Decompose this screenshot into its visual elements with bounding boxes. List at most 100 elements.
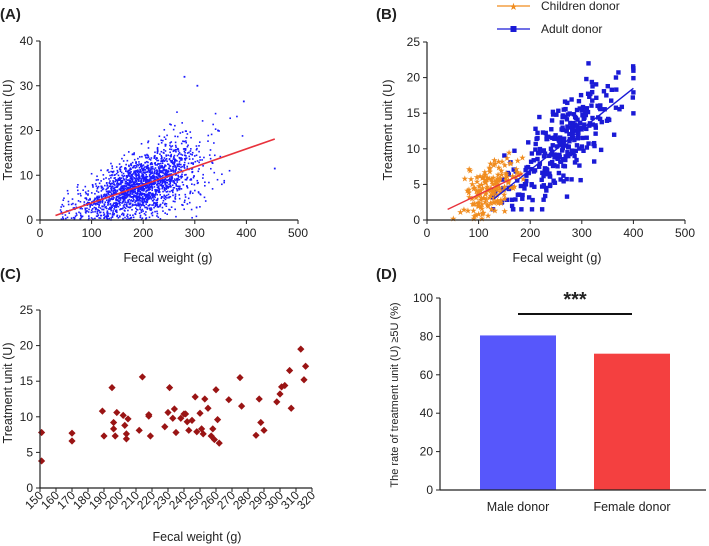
panel-a-point [102,208,105,211]
panel-b-adult-point [631,75,636,81]
panel-a-point [181,131,184,133]
panel-a-point [171,177,173,180]
panel-a-point [126,175,129,177]
panel-a-point [150,161,153,164]
panel-b-adult-point [545,136,550,142]
panel-b-y-tick-label: 0 [413,213,420,227]
panel-a-point [84,211,87,213]
panel-a-point [184,148,187,150]
panel-b-adult-point [598,103,603,108]
panel-a-point [171,145,174,147]
panel-a-point [91,204,94,207]
panel-a-point [160,156,163,158]
panel-a-point [155,199,158,202]
panel-a-point [162,151,165,154]
panel-a-point [131,185,133,188]
panel-a-point [139,202,141,204]
panel-a-point [156,176,159,179]
panel-a-x-label: Fecal weight (g) [124,251,213,265]
panel-a-point [155,192,157,195]
panel-a-point [212,123,214,126]
panel-a-point [114,210,117,213]
panel-a-point [152,177,155,180]
panel-a-point [157,173,160,176]
panel-b-y-tick-label: 10 [407,142,421,156]
panel-a-point [169,148,171,151]
panel-a-point [146,184,148,186]
panel-a-point [122,178,125,180]
panel-a-point [132,176,134,178]
panel-c-y-tick-label: 10 [20,410,34,424]
panel-a-point [163,194,166,197]
panel-a-point [148,192,151,194]
panel-a-point [189,192,191,195]
panel-a-point [119,178,121,180]
panel-b-children-point: ★ [494,170,502,180]
panel-a-point [98,217,100,219]
panel-b-adult-point [552,163,557,168]
panel-a-point [180,153,182,156]
panel-d-category-label: Female donor [593,500,670,514]
panel-a-point [135,187,138,189]
panel-a-point [150,176,153,179]
panel-b-adult-point [533,147,538,152]
panel-a-point [156,210,158,213]
panel-a-point [196,179,199,182]
panel-b-children-point: ★ [496,183,504,193]
panel-a-point [119,204,121,206]
panel-a-point [116,183,118,185]
panel-a-point [165,169,168,171]
panel-a-point [95,179,98,181]
panel-b-children-point: ★ [469,199,477,209]
panel-b-adult-point [560,114,565,120]
panel-b-adult-point [555,164,560,169]
panel-b-adult-point [563,114,568,119]
panel-b-children-point: ★ [480,208,488,218]
panel-a-point [175,148,178,151]
panel-a-point [241,135,244,137]
panel-a-point [125,163,127,166]
panel-a-point [120,177,123,179]
panel-a-point [175,215,177,218]
panel-a-point [76,186,79,188]
panel-b-adult-point [585,109,591,115]
panel-b-adult-point [560,125,565,130]
panel-a-point [183,75,186,78]
panel-a-point [160,150,163,153]
panel-a-point [194,160,197,163]
panel-a-point [191,170,194,173]
panel-a-point [140,142,143,145]
panel-b-adult-point [542,193,548,199]
panel-a-point [125,196,128,199]
panel-a-point [210,133,213,136]
panel-b-adult-point [581,148,586,153]
panel-a-point [149,170,151,172]
panel-a-point [105,188,107,191]
panel-b-adult-point [570,127,575,133]
panel-a-point [87,190,90,192]
panel-b-children-point: ★ [494,198,502,208]
panel-a-point [109,180,111,182]
panel-b-adult-point [567,139,572,144]
panel-a-point [155,202,158,205]
panel-a-point [79,218,82,220]
panel-a-point [145,211,147,213]
panel-a-point [143,166,146,168]
panel-a-point [195,206,198,209]
panel-b-adult-point [570,131,575,136]
panel-a-point [109,200,111,202]
panel-c-point [281,381,289,390]
panel-a-point [149,173,152,175]
panel-c-point [111,432,119,440]
panel-a-point [105,205,107,208]
panel-b-fit-line-adult [493,87,634,200]
panel-b-children-point: ★ [480,193,488,203]
panel-a-point [102,188,105,190]
panel-a-point [121,208,123,210]
panel-a-point [176,111,178,113]
panel-b-adult-point [598,106,603,112]
panel-b-adult-point [556,138,562,143]
panel-a-point [170,153,173,156]
panel-a-point [185,173,187,176]
panel-a-point [77,200,80,202]
